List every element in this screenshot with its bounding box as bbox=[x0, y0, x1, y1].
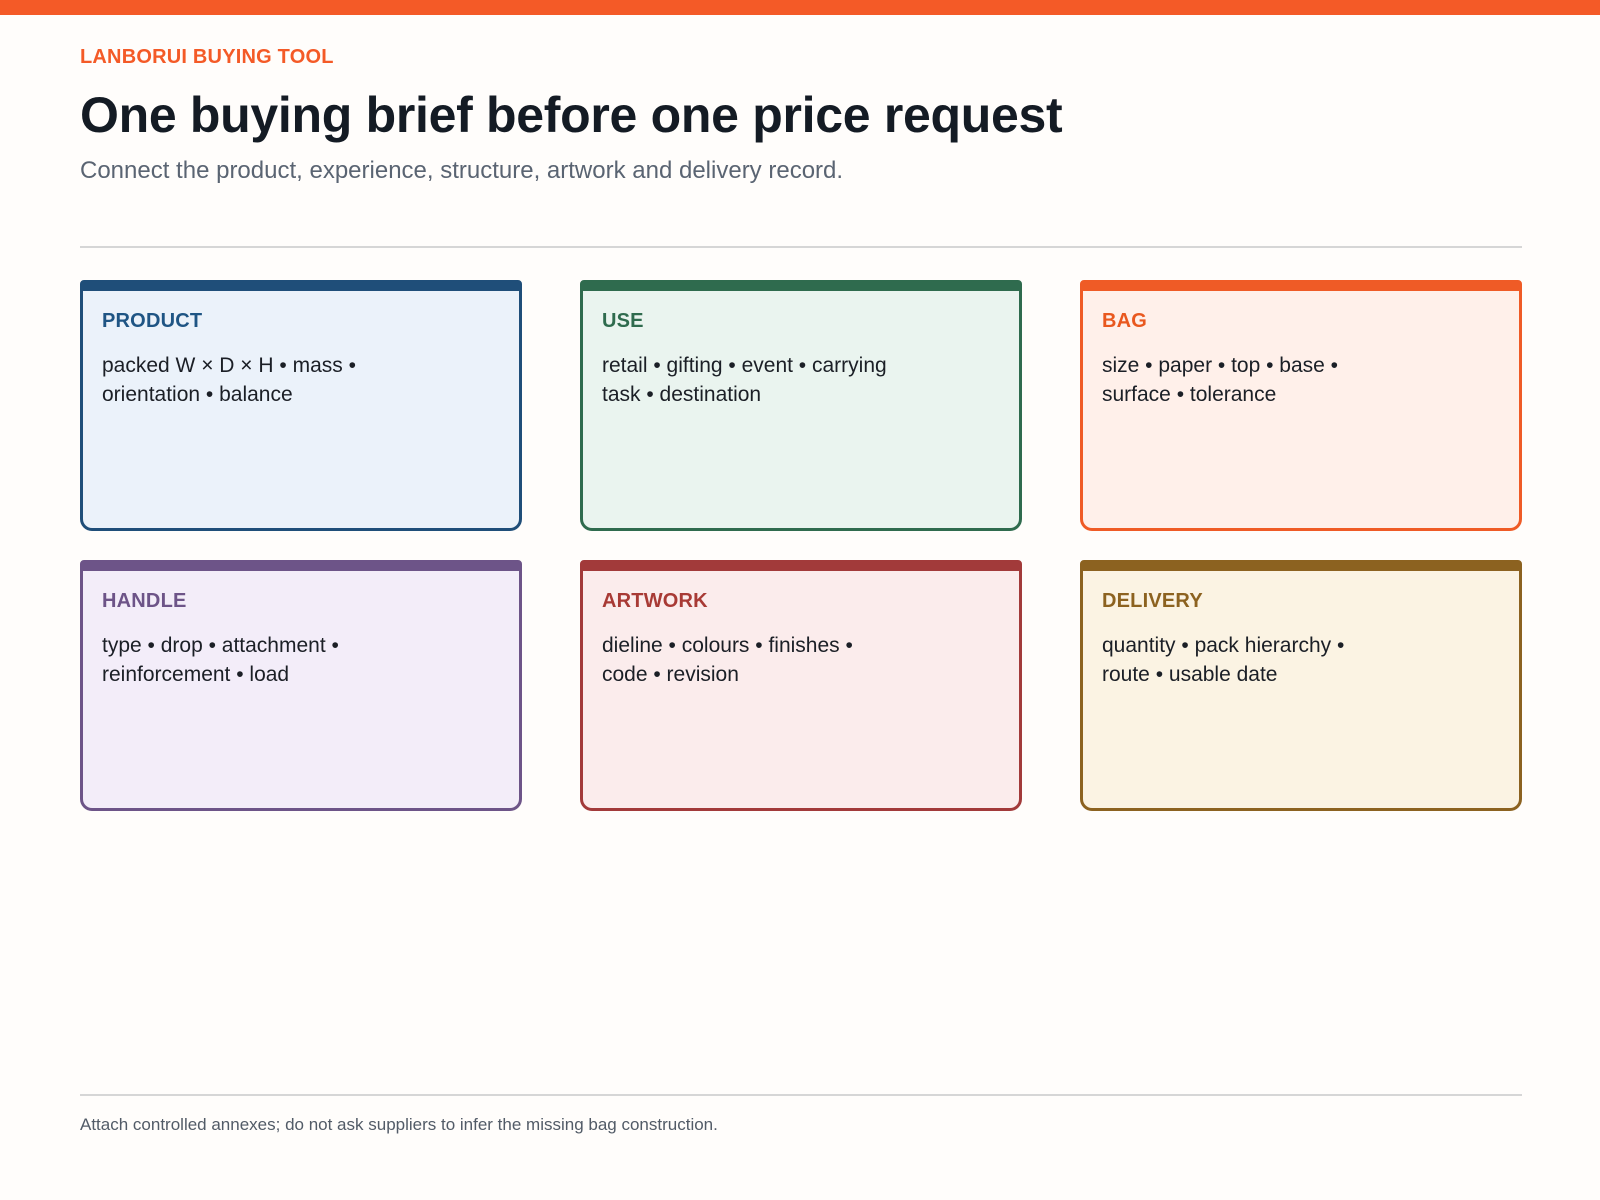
footer-divider bbox=[80, 1094, 1522, 1096]
page-title: One buying brief before one price reques… bbox=[80, 87, 1063, 143]
footer-note: Attach controlled annexes; do not ask su… bbox=[80, 1115, 718, 1134]
card-body: size • paper • top • base • surface • to… bbox=[1102, 354, 1339, 406]
card-label: BAG bbox=[1102, 310, 1148, 332]
brief-card-grid: PRODUCT packed W × D × H • mass • orient… bbox=[80, 280, 1522, 812]
page-subtitle: Connect the product, experience, structu… bbox=[80, 157, 844, 184]
card-body: quantity • pack hierarchy • route • usab… bbox=[1102, 634, 1345, 686]
card-body: type • drop • attachment • reinforcement… bbox=[102, 634, 339, 686]
card-use: USE retail • gifting • event • carrying … bbox=[580, 280, 1022, 531]
card-product: PRODUCT packed W × D × H • mass • orient… bbox=[80, 280, 522, 531]
eyebrow-label: LANBORUI BUYING TOOL bbox=[80, 46, 334, 68]
card-bag: BAG size • paper • top • base • surface … bbox=[1080, 280, 1522, 531]
card-delivery: DELIVERY quantity • pack hierarchy • rou… bbox=[1080, 560, 1522, 811]
card-artwork: ARTWORK dieline • colours • finishes • c… bbox=[580, 560, 1022, 811]
card-label: ARTWORK bbox=[602, 590, 708, 612]
card-label: PRODUCT bbox=[102, 310, 203, 332]
top-accent-bar bbox=[0, 0, 1600, 15]
card-body: retail • gifting • event • carrying task… bbox=[602, 354, 887, 406]
card-label: USE bbox=[602, 310, 644, 332]
card-body: packed W × D × H • mass • orientation • … bbox=[102, 354, 356, 406]
card-body: dieline • colours • finishes • code • re… bbox=[602, 634, 853, 686]
card-handle: HANDLE type • drop • attachment • reinfo… bbox=[80, 560, 522, 811]
card-label: DELIVERY bbox=[1102, 590, 1203, 612]
header-divider bbox=[80, 246, 1522, 248]
card-label: HANDLE bbox=[102, 590, 187, 612]
page: LANBORUI BUYING TOOL One buying brief be… bbox=[80, 0, 1522, 1200]
